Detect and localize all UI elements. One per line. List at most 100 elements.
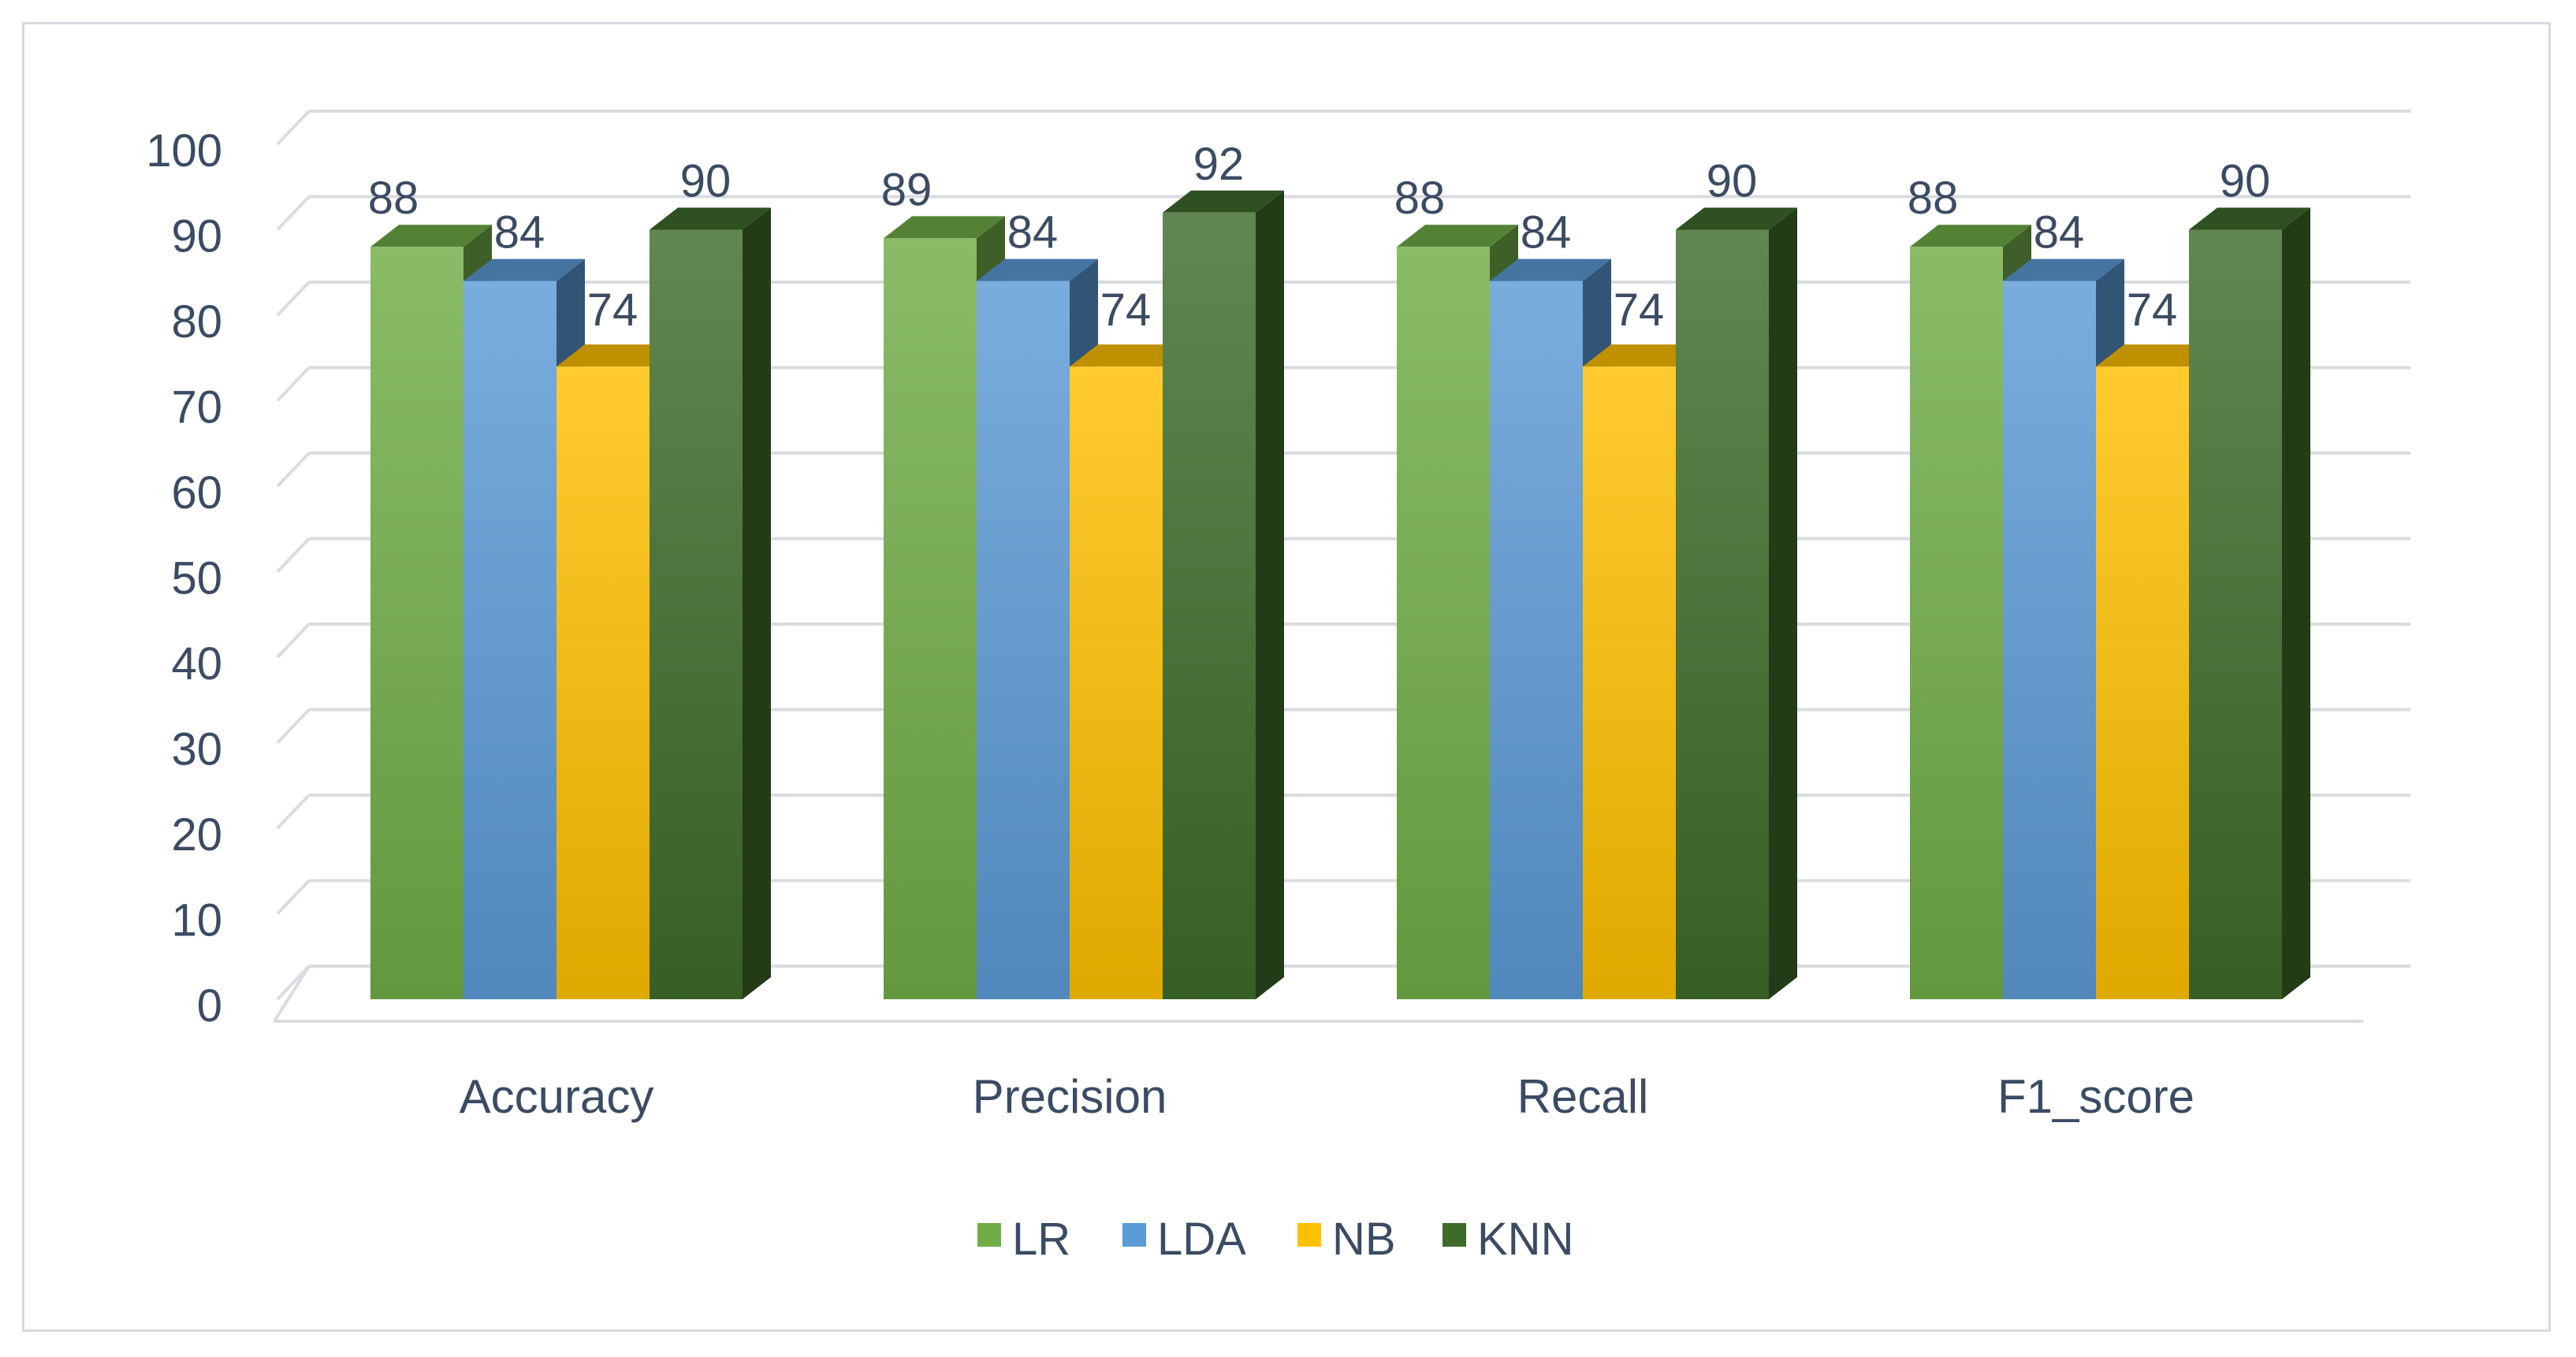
bar-top [1910,225,2031,247]
bar-front [1163,212,1256,999]
gridline-diagonal [276,195,311,231]
bar-knn [1163,190,1284,999]
bar-front [463,281,557,1000]
bar-front [2003,281,2096,1000]
gridline-diagonal [276,623,311,659]
y-tick-label: 70 [171,382,222,433]
data-label: 88 [368,173,419,224]
bar-top [463,258,585,281]
bar-front [1397,247,1490,999]
bar-knn [1676,207,1797,999]
bar-front [2096,366,2189,1000]
floor-side [273,965,311,1023]
bar-top [557,344,678,367]
x-tick-label: F1_score [1997,1070,2194,1123]
bar-side [1256,190,1284,999]
gridline-diagonal [276,965,311,1001]
bar-side [2282,207,2310,999]
gridline-diagonal [276,452,311,488]
y-tick-label: 100 [146,125,222,177]
y-tick-label: 90 [171,211,222,262]
y-tick-label: 0 [197,980,222,1032]
legend-item: LDA [1122,1214,1246,1265]
y-tick-label: 10 [171,895,222,946]
bar-top [370,225,492,247]
bar-side [743,207,771,999]
bar-top [1070,344,1191,367]
legend-label: NB [1332,1214,1396,1265]
y-tick-label: 40 [171,638,222,690]
bar-front [1583,366,1676,1000]
data-label: 88 [1394,173,1446,224]
x-tick-label: Recall [1517,1070,1649,1123]
legend-item: KNN [1442,1214,1573,1265]
gridline-diagonal [276,708,311,744]
bar-front [650,229,743,999]
bar-front [370,247,463,999]
x-tick-label: Accuracy [460,1070,654,1123]
bar-front [1070,366,1163,1000]
data-label: 74 [2127,284,2178,336]
x-axis: Accuracy Precision Recall F1_score [460,1070,2194,1123]
data-label: 74 [587,284,638,336]
gridline-diagonal [276,879,311,915]
bar-front [1490,281,1583,1000]
data-label: 74 [1614,284,1665,336]
legend-swatch [1122,1223,1146,1247]
bars [370,190,2310,1000]
legend-swatch [1442,1223,1466,1247]
bar-top [884,216,1005,239]
y-tick-label: 60 [171,467,222,519]
data-label: 89 [881,164,932,215]
bar-side [1769,207,1797,999]
y-tick-label: 50 [171,553,222,604]
bar-top [1583,344,1704,367]
bar-top [1490,258,1611,281]
y-axis: 0 10 20 30 40 50 60 70 80 90 100 [146,125,222,1032]
y-tick-label: 20 [171,809,222,861]
bar-front [1910,247,2003,999]
data-label: 84 [1007,207,1059,258]
legend-swatch [1297,1223,1321,1247]
legend-swatch [977,1223,1001,1247]
bar-front [977,281,1070,1000]
data-label: 90 [1707,156,1758,207]
bar-top [650,207,771,230]
bar-knn [650,207,771,999]
chart-floor [273,965,2363,1023]
data-label: 90 [680,156,731,207]
bar-front [884,238,977,1000]
legend-item: NB [1297,1214,1396,1265]
data-label: 88 [1908,173,1959,224]
bar-top [2189,207,2310,230]
bar-front [1676,229,1769,999]
data-label: 84 [2034,207,2085,258]
data-label: 84 [1521,207,1572,258]
y-tick-label: 30 [171,724,222,775]
bar-front [557,366,650,1000]
bar-top [1163,190,1284,213]
legend: LR LDA NB KNN [977,1214,1573,1265]
legend-item: LR [977,1214,1070,1265]
data-label: 74 [1100,284,1152,336]
bar-top [1676,207,1797,230]
bar-front [2189,229,2282,999]
data-label: 84 [494,207,545,258]
bar-top [977,258,1098,281]
bar-knn [2189,207,2310,999]
gridline-diagonal [276,110,311,146]
legend-label: KNN [1477,1214,1573,1265]
bar-top [2003,258,2124,281]
gridline-diagonal [276,366,311,402]
gridline-diagonal [276,537,311,573]
bar-top [2096,344,2217,367]
bar-top [1397,225,1518,247]
x-tick-label: Precision [973,1070,1167,1123]
gridline-diagonal [276,794,311,830]
data-label: 92 [1193,139,1245,190]
data-label: 90 [2220,156,2271,207]
y-tick-label: 80 [171,296,222,348]
legend-label: LDA [1157,1214,1246,1265]
legend-label: LR [1012,1214,1070,1265]
